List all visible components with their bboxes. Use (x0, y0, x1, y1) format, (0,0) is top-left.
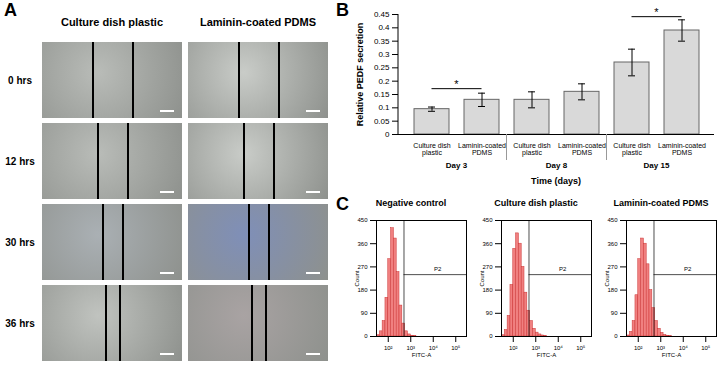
svg-text:90: 90 (486, 310, 493, 316)
svg-text:0.3: 0.3 (378, 50, 390, 59)
svg-text:450: 450 (357, 217, 368, 223)
svg-text:10³: 10³ (531, 345, 540, 351)
svg-text:Laminin-coatedPDMS: Laminin-coatedPDMS (458, 142, 506, 156)
svg-text:0: 0 (385, 130, 390, 139)
svg-text:10⁴: 10⁴ (554, 345, 564, 351)
svg-text:360: 360 (482, 241, 493, 247)
html-text:0 hrs: 0 hrs (8, 74, 32, 86)
svg-text:360: 360 (607, 241, 618, 247)
svg-text:0.2: 0.2 (378, 77, 390, 86)
svg-text:360: 360 (357, 241, 368, 247)
html-text:Culture dish plastic: Culture dish plastic (61, 16, 163, 28)
svg-text:90: 90 (611, 310, 618, 316)
svg-text:0.45: 0.45 (374, 10, 390, 19)
svg-text:0: 0 (614, 333, 618, 339)
svg-text:Culture dishplastic: Culture dishplastic (613, 142, 650, 157)
svg-text:*: * (454, 78, 459, 90)
svg-text:10⁴: 10⁴ (679, 345, 689, 351)
svg-text:FITC-A: FITC-A (412, 352, 431, 358)
svg-text:180: 180 (607, 287, 618, 293)
svg-text:P2: P2 (684, 266, 692, 272)
svg-text:90: 90 (361, 310, 368, 316)
svg-text:0: 0 (489, 333, 493, 339)
svg-text:Day 3: Day 3 (446, 161, 468, 170)
html-text:30 hrs: 30 hrs (5, 236, 35, 248)
svg-text:0.1: 0.1 (378, 103, 390, 112)
svg-text:Relative PEDF secretion: Relative PEDF secretion (355, 23, 365, 127)
svg-text:10²: 10² (634, 345, 643, 351)
svg-text:FITC-A: FITC-A (537, 352, 556, 358)
html-text:36 hrs: 36 hrs (5, 317, 35, 329)
html-text:Culture dish plastic: Culture dish plastic (494, 198, 578, 208)
svg-text:0.35: 0.35 (374, 37, 390, 46)
svg-text:Count: Count (604, 270, 610, 286)
html-text:Laminin-coated PDMS: Laminin-coated PDMS (199, 16, 317, 28)
svg-text:Count: Count (479, 270, 485, 286)
svg-text:Time (days): Time (days) (531, 176, 581, 186)
svg-text:Laminin-coatedPDMS: Laminin-coatedPDMS (558, 142, 606, 156)
svg-text:Culture dishplastic: Culture dishplastic (413, 142, 450, 157)
svg-text:180: 180 (482, 287, 493, 293)
svg-text:FITC-A: FITC-A (662, 352, 681, 358)
svg-text:0.15: 0.15 (374, 90, 390, 99)
svg-text:10³: 10³ (406, 345, 415, 351)
svg-text:270: 270 (482, 264, 493, 270)
html-text:Laminin-coated PDMS: Laminin-coated PDMS (613, 198, 709, 208)
svg-text:Laminin-coatedPDMS: Laminin-coatedPDMS (658, 142, 706, 156)
html-text:B: B (336, 0, 349, 20)
svg-text:270: 270 (357, 264, 368, 270)
svg-text:Culture dishplastic: Culture dishplastic (513, 142, 550, 157)
svg-text:0.4: 0.4 (378, 23, 390, 32)
svg-text:10⁵: 10⁵ (576, 345, 586, 351)
svg-text:180: 180 (357, 287, 368, 293)
svg-text:10²: 10² (509, 345, 518, 351)
svg-text:*: * (654, 6, 659, 18)
svg-text:P2: P2 (434, 266, 442, 272)
html-text:C: C (336, 194, 349, 214)
svg-text:270: 270 (607, 264, 618, 270)
html-text:Negative control: Negative control (375, 198, 447, 208)
svg-text:Day 15: Day 15 (644, 161, 670, 170)
svg-text:Count: Count (354, 270, 360, 286)
svg-text:10⁵: 10⁵ (701, 345, 711, 351)
svg-text:10⁵: 10⁵ (451, 345, 461, 351)
html-text:A: A (4, 0, 17, 20)
svg-text:10⁴: 10⁴ (429, 345, 439, 351)
svg-text:0.25: 0.25 (374, 63, 390, 72)
svg-text:P2: P2 (559, 266, 567, 272)
svg-text:0.05: 0.05 (374, 117, 390, 126)
svg-text:Day 8: Day 8 (546, 161, 568, 170)
svg-text:450: 450 (607, 217, 618, 223)
svg-text:450: 450 (482, 217, 493, 223)
svg-text:0: 0 (364, 333, 368, 339)
svg-text:10²: 10² (384, 345, 393, 351)
svg-text:10³: 10³ (656, 345, 665, 351)
html-text:12 hrs: 12 hrs (5, 155, 35, 167)
